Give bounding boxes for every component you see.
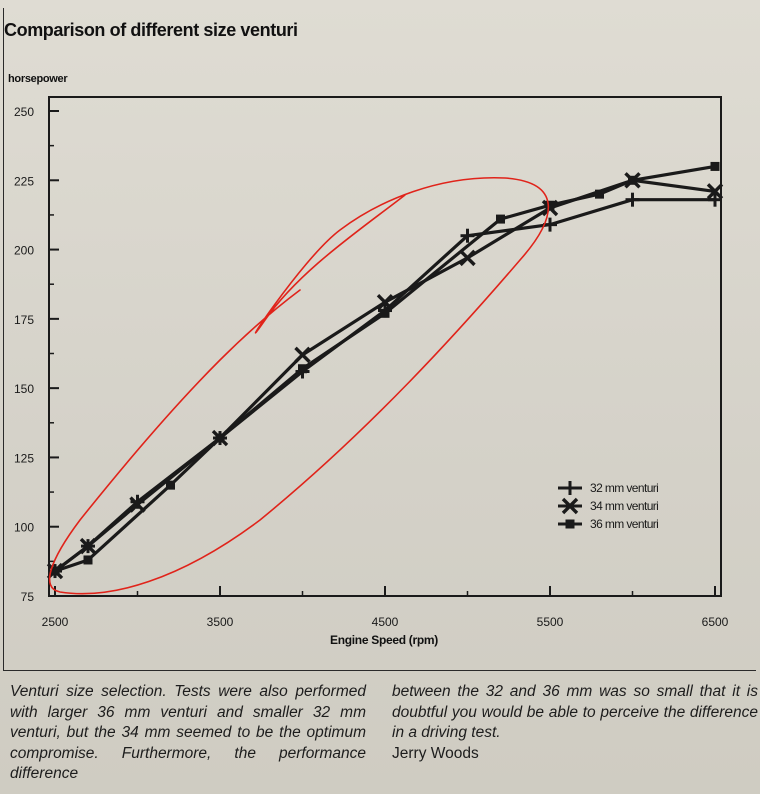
series-square xyxy=(50,161,720,576)
data-point xyxy=(545,200,555,210)
legend-marker xyxy=(561,497,579,515)
data-point xyxy=(166,480,175,490)
series-line xyxy=(54,198,715,573)
data-point xyxy=(215,433,225,443)
x-axis-label: Engine Speed (rpm) xyxy=(330,633,438,647)
data-point xyxy=(496,214,505,224)
data-point xyxy=(595,189,604,199)
x-axis: 2500 3500 4500 5500 6500 xyxy=(42,586,729,629)
x-tick-label: 4500 xyxy=(372,615,399,629)
data-point xyxy=(628,175,637,185)
data-point xyxy=(625,192,640,207)
caption-left-text: Venturi size selection. Tests were also … xyxy=(10,683,366,782)
x-tick-label: 2500 xyxy=(42,615,69,629)
y-axis: 75 100 125 150 175 200 225 250 xyxy=(14,105,59,604)
series-line xyxy=(54,178,716,573)
data-point xyxy=(83,555,93,565)
y-axis-label: horsepower xyxy=(8,73,68,85)
caption-right: between the 32 and 36 mm was so small th… xyxy=(392,682,758,764)
data-point xyxy=(376,294,394,311)
data-point xyxy=(543,217,557,232)
x-tick-label: 6500 xyxy=(702,615,729,629)
y-tick-label: 175 xyxy=(14,313,34,327)
data-point xyxy=(79,537,97,555)
figure-frame xyxy=(3,8,756,671)
data-point xyxy=(380,308,390,318)
y-tick-label: 75 xyxy=(21,590,35,604)
legend-label: 36 mm venturi xyxy=(590,517,658,531)
data-point xyxy=(460,228,475,243)
y-tick-label: 100 xyxy=(14,521,34,535)
handwritten-circle-annotation xyxy=(48,176,550,595)
legend-label: 32 mm venturi xyxy=(590,481,658,495)
data-point xyxy=(298,364,307,374)
legend-label: 34 mm venturi xyxy=(590,499,658,513)
x-tick-label: 5500 xyxy=(537,615,564,629)
data-point xyxy=(294,346,311,364)
y-tick-label: 225 xyxy=(14,174,34,188)
legend-marker xyxy=(563,481,577,495)
legend-marker xyxy=(565,519,575,529)
data-point xyxy=(708,192,722,207)
caption-right-text: between the 32 and 36 mm was so small th… xyxy=(392,683,758,741)
chart-title: Comparison of different size venturi xyxy=(4,20,298,40)
data-point xyxy=(50,566,60,576)
data-point xyxy=(459,249,476,267)
caption-left: Venturi size selection. Tests were also … xyxy=(10,682,366,785)
y-tick-label: 125 xyxy=(14,451,34,465)
series-layer xyxy=(46,161,724,580)
y-tick-label: 200 xyxy=(14,244,34,258)
data-point xyxy=(710,161,720,171)
caption-author: Jerry Woods xyxy=(392,744,479,762)
data-point xyxy=(706,183,724,200)
legend: 32 mm venturi 34 mm venturi 36 mm venturi xyxy=(558,481,659,531)
y-tick-label: 250 xyxy=(14,105,34,119)
x-tick-label: 3500 xyxy=(207,615,234,629)
y-tick-label: 150 xyxy=(14,382,34,396)
